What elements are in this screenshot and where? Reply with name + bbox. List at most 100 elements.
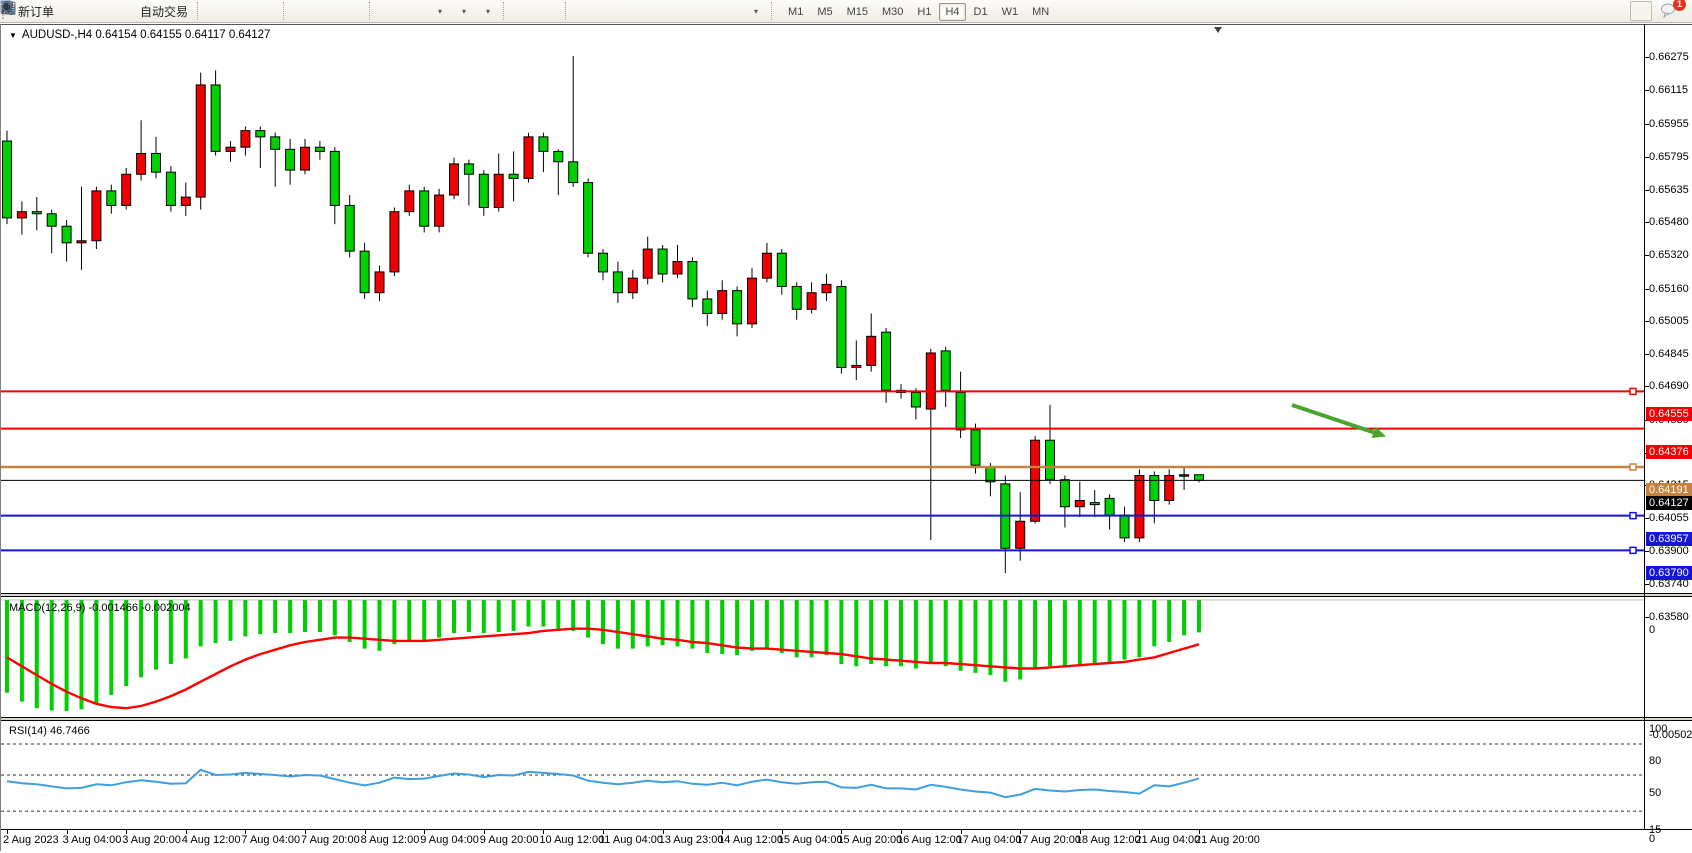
macd-label: MACD(12,26,9) -0.001466 -0.002004 (9, 602, 191, 614)
tile-windows-button[interactable] (0, 1, 364, 21)
date-tick (185, 830, 187, 834)
date-label: 16 Aug 12:00 (897, 834, 962, 846)
period-button[interactable]: ▾ (0, 0, 474, 21)
channel-button[interactable]: E (0, 1, 670, 21)
navigator-button[interactable] (1, 1, 106, 21)
chevron-down-icon[interactable]: ▼ (9, 31, 17, 40)
chart-shift-marker[interactable] (1214, 27, 1222, 33)
template-button[interactable]: ▾ (0, 1, 498, 21)
date-tick (901, 830, 902, 834)
svg-text:T: T (5, 4, 11, 15)
timeframe-button-MN[interactable]: MN (1032, 6, 1050, 18)
timeframe-button-W1[interactable]: W1 (1001, 6, 1019, 18)
arrows-button[interactable]: ▾ (3, 1, 766, 21)
date-label: 8 Aug 12:00 (360, 834, 420, 846)
price-tag-0.64555[interactable]: 0.64555 (1646, 407, 1692, 422)
date-tick (245, 830, 247, 834)
macd-axis-zero: 0 (1649, 624, 1656, 636)
add-indicator-button[interactable]: ▾ (0, 0, 450, 21)
price-tick-label: 0.63580 (1649, 611, 1689, 623)
date-label: 2 Aug 2023 (3, 834, 59, 846)
text-label-button[interactable]: T (0, 1, 742, 21)
timeframe-button-M5[interactable]: M5 (817, 6, 833, 18)
date-tick (126, 830, 128, 834)
price-panel[interactable]: ▼ AUDUSD-,H4 0.64154 0.64155 0.64117 0.64… (1, 24, 1692, 594)
autotrading-label: 自动交易 (140, 4, 189, 19)
candlestick-button[interactable] (1, 1, 254, 21)
market-watch-button[interactable] (1, 1, 82, 21)
zoom-in-button[interactable] (1, 1, 316, 21)
chevron-down-icon: ▾ (754, 6, 759, 16)
timeframe-button-H1[interactable]: H1 (917, 6, 932, 18)
price-tick-label: 0.63740 (1649, 577, 1689, 590)
indicator-window-button[interactable] (0, 1, 426, 21)
rsi-axis-100: 100 (1649, 723, 1668, 735)
price-tag-0.63790[interactable]: 0.63790 (1646, 566, 1692, 581)
date-tick (662, 830, 664, 834)
date-tick (1020, 830, 1022, 834)
fibonacci-button[interactable]: F (1, 1, 694, 21)
notification-badge[interactable]: 1 (1673, 0, 1686, 11)
price-tick (1644, 288, 1649, 290)
rsi-axis-80: 80 (1649, 755, 1662, 767)
date-tick (424, 830, 426, 834)
trendline-button[interactable] (1, 1, 646, 21)
price-tick (1644, 156, 1649, 158)
chat-button[interactable]: 1 (1659, 0, 1686, 21)
macd-panel[interactable]: MACD(12,26,9) -0.001466 -0.002004 (1, 597, 1692, 718)
terminal-button[interactable] (1, 1, 130, 21)
price-tick-label: 0.65480 (1649, 216, 1689, 229)
timeframe-button-H4[interactable]: H4 (939, 3, 966, 21)
date-label: 7 Aug 20:00 (301, 834, 360, 846)
new-order-button[interactable]: 新订单 (1, 0, 58, 21)
autotrading-button[interactable]: 自动交易 (0, 1, 192, 21)
vertical-line-button[interactable] (5, 1, 598, 21)
panel-splitter[interactable] (1, 594, 1692, 597)
date-label: 15 Aug 04:00 (777, 834, 843, 846)
price-tick-label: 0.65005 (1649, 314, 1689, 327)
new-order-label: 新订单 (18, 4, 55, 19)
search-button[interactable] (1, 1, 1652, 21)
rsi-axis-0: 0 (1649, 833, 1656, 845)
timeframe-group: M1 M5 M15 M30 H1 H4 D1 W1 MN (781, 3, 1056, 21)
date-label: 9 Aug 20:00 (479, 834, 539, 846)
price-tick (1644, 583, 1649, 585)
date-tick (960, 830, 962, 834)
price-tick (1644, 617, 1649, 618)
price-tag-0.63957[interactable]: 0.63957 (1646, 531, 1692, 546)
rsi-axis-50: 50 (1649, 787, 1662, 799)
chevron-down-icon: ▾ (486, 6, 491, 16)
rsi-panel[interactable]: RSI(14) 46.7466 (1, 721, 1692, 830)
price-tag-0.64376[interactable]: 0.64376 (1646, 444, 1692, 459)
timeframe-button-D1[interactable]: D1 (973, 6, 988, 18)
price-chart-canvas[interactable] (1, 25, 1644, 595)
date-tick (364, 830, 366, 834)
timeframe-button-M1[interactable]: M1 (788, 6, 804, 18)
separator (369, 2, 376, 20)
date-label: 7 Aug 04:00 (241, 834, 301, 846)
price-tick-label: 0.66115 (1649, 84, 1688, 97)
text-button[interactable]: A (2, 1, 718, 21)
macd-canvas[interactable] (1, 597, 1644, 718)
separator (565, 2, 572, 20)
indicator-list-button[interactable] (0, 1, 402, 21)
zoom-out-button[interactable] (1, 1, 340, 21)
line-chart-button[interactable] (0, 1, 278, 21)
price-tick (1644, 190, 1649, 191)
horizontal-line-button[interactable] (1, 1, 622, 21)
price-tag-0.64191[interactable]: 0.64191 (1646, 483, 1692, 497)
timeframe-button-M30[interactable]: M30 (882, 6, 904, 18)
price-tag-0.64127[interactable]: 0.64127 (1646, 496, 1692, 511)
crosshair-button[interactable] (1, 1, 560, 21)
rsi-canvas[interactable] (1, 721, 1644, 830)
date-axis[interactable]: 2 Aug 2023 3 Aug 04:00 3 Aug 20:00 4 Aug 12… (1, 830, 1692, 851)
cursor-button[interactable] (4, 1, 536, 21)
timeframe-button-M15[interactable]: M15 (846, 6, 868, 18)
axis-border (1644, 24, 1645, 830)
price-tick-label: 0.65635 (1649, 184, 1689, 196)
panel-splitter[interactable] (1, 718, 1692, 721)
price-tick-label: 0.65160 (1649, 282, 1689, 295)
date-label: 3 Aug 20:00 (122, 834, 181, 846)
bar-chart-button[interactable] (1, 1, 230, 21)
